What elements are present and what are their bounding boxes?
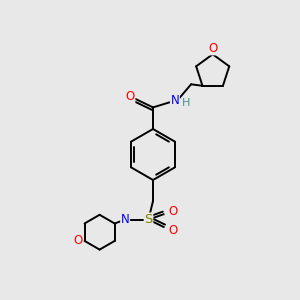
Text: N: N [170,94,179,107]
Text: O: O [209,42,218,55]
Text: H: H [182,98,190,108]
Text: O: O [169,205,178,218]
Text: N: N [121,213,130,226]
Text: S: S [144,213,153,226]
Text: O: O [169,224,178,237]
Text: O: O [73,234,83,248]
Text: O: O [126,90,135,103]
